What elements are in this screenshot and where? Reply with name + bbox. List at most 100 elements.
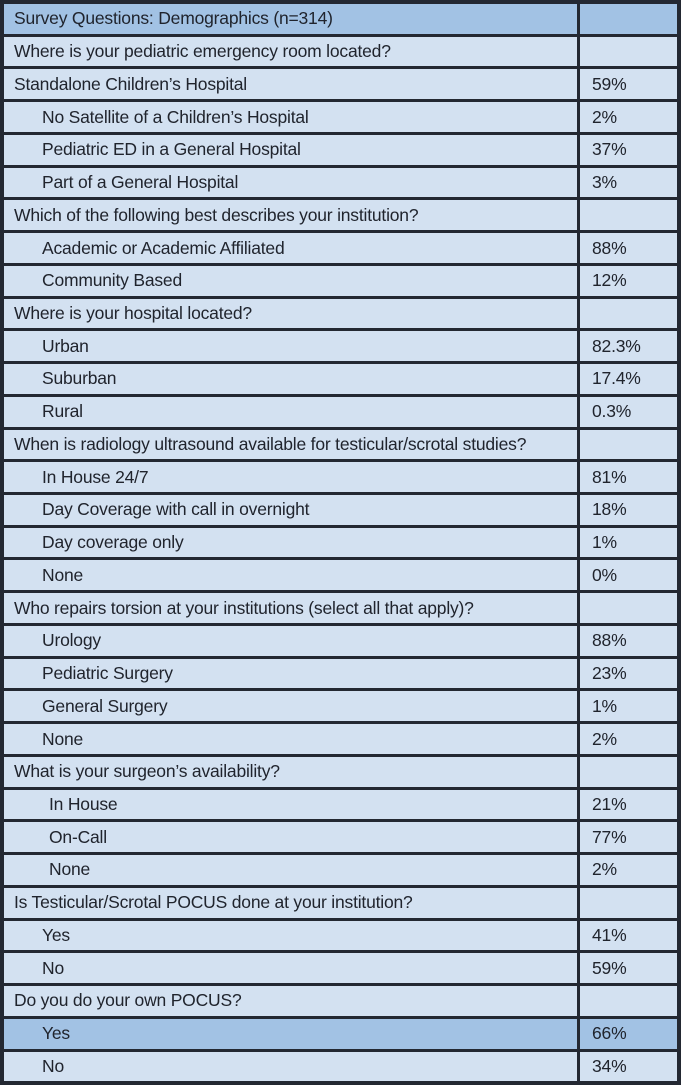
answer-row: Suburban 17.4% <box>4 361 677 394</box>
answer-row: On-Call 77% <box>4 819 677 853</box>
answer-row: Pediatric ED in a General Hospital 37% <box>4 131 677 165</box>
answer-row: None 2% <box>4 721 677 754</box>
answer-row: Yes 41% <box>4 917 677 951</box>
row-label: No Satellite of a Children’s Hospital <box>4 102 580 132</box>
row-value <box>580 593 677 623</box>
answer-row: Community Based 12% <box>4 262 677 296</box>
row-value: 21% <box>592 793 627 814</box>
question-row: Which of the following best describes yo… <box>4 197 677 231</box>
question-row: Is Testicular/Scrotal POCUS done at your… <box>4 884 677 918</box>
row-label: None <box>4 560 580 591</box>
row-value: 2% <box>592 106 617 127</box>
row-value: 59% <box>592 73 627 94</box>
row-label: Academic or Academic Affiliated <box>4 233 580 263</box>
row-value: 77% <box>592 826 627 847</box>
row-label: Rural <box>4 396 580 427</box>
row-value <box>580 37 677 67</box>
row-value: 0.3% <box>592 401 632 422</box>
answer-row: Standalone Children’s Hospital 59% <box>4 66 677 100</box>
question-row: Where is your pediatric emergency room l… <box>4 33 677 67</box>
question-row: Do you do your own POCUS? <box>4 983 677 1016</box>
row-label: Day coverage only <box>4 527 580 558</box>
answer-row: In House 24/7 81% <box>4 459 677 493</box>
row-label: On-Call <box>4 822 580 853</box>
answer-row: General Surgery 1% <box>4 688 677 722</box>
row-value: 3% <box>592 172 617 193</box>
row-label: Standalone Children’s Hospital <box>4 69 580 100</box>
answer-row: Academic or Academic Affiliated 88% <box>4 230 677 263</box>
question-row: When is radiology ultrasound available f… <box>4 426 677 460</box>
answer-row: Rural 0.3% <box>4 393 677 427</box>
row-value <box>580 299 677 329</box>
row-label: Is Testicular/Scrotal POCUS done at your… <box>4 887 580 918</box>
row-value: 17.4% <box>592 368 641 389</box>
row-value: 37% <box>592 139 627 160</box>
question-row: Who repairs torsion at your institutions… <box>4 590 677 623</box>
row-label: Which of the following best describes yo… <box>4 200 580 231</box>
row-label: Yes <box>4 1018 580 1049</box>
answer-row: Pediatric Surgery 23% <box>4 655 677 689</box>
question-row: What is your surgeon’s availability? <box>4 753 677 787</box>
answer-row: None 0% <box>4 557 677 591</box>
answer-row: Yes 66% <box>4 1015 677 1049</box>
row-label: Pediatric ED in a General Hospital <box>4 134 580 165</box>
answer-row: No 59% <box>4 950 677 984</box>
row-value <box>580 986 677 1016</box>
answer-row: Day Coverage with call in overnight 18% <box>4 492 677 525</box>
row-value: 0% <box>592 564 617 585</box>
row-label: When is radiology ultrasound available f… <box>4 429 580 460</box>
row-label: In House <box>4 789 580 820</box>
row-label: Yes <box>4 920 580 951</box>
row-value <box>580 430 677 460</box>
row-label: Who repairs torsion at your institutions… <box>4 593 580 623</box>
row-label: No <box>4 1051 580 1082</box>
row-value: 88% <box>592 630 627 651</box>
row-value: 59% <box>592 957 627 978</box>
row-value: 41% <box>592 924 627 945</box>
row-value <box>580 200 677 230</box>
row-label: None <box>4 855 580 885</box>
row-value <box>580 757 677 787</box>
row-label: Urban <box>4 331 580 362</box>
row-value: 23% <box>592 663 627 684</box>
answer-row: No 34% <box>4 1048 677 1082</box>
row-label: Urology <box>4 625 580 656</box>
row-label: Part of a General Hospital <box>4 167 580 198</box>
row-value: 81% <box>592 466 627 487</box>
row-value: 2% <box>592 728 617 749</box>
answer-row: In House 21% <box>4 786 677 820</box>
row-value: 66% <box>592 1023 627 1044</box>
table-header-row: Survey Questions: Demographics (n=314) <box>4 4 677 34</box>
answer-row: Day coverage only 1% <box>4 524 677 558</box>
answer-row: Urology 88% <box>4 622 677 656</box>
answer-row: Part of a General Hospital 3% <box>4 164 677 198</box>
row-label: Day Coverage with call in overnight <box>4 495 580 525</box>
row-label: In House 24/7 <box>4 462 580 493</box>
row-value: 34% <box>592 1055 627 1076</box>
row-label: No <box>4 953 580 984</box>
row-label: Do you do your own POCUS? <box>4 986 580 1016</box>
row-label: Suburban <box>4 364 580 394</box>
question-row: Where is your hospital located? <box>4 295 677 329</box>
row-value: 88% <box>592 237 627 258</box>
row-value: 1% <box>592 695 617 716</box>
row-label: What is your surgeon’s availability? <box>4 756 580 787</box>
row-value: 1% <box>592 532 617 553</box>
answer-row: Urban 82.3% <box>4 328 677 362</box>
row-label: Pediatric Surgery <box>4 658 580 689</box>
table-title: Survey Questions: Demographics (n=314) <box>4 4 580 34</box>
answer-row: No Satellite of a Children’s Hospital 2% <box>4 99 677 132</box>
row-label: General Surgery <box>4 691 580 722</box>
row-label: Where is your pediatric emergency room l… <box>4 36 580 67</box>
row-value <box>580 4 677 34</box>
row-label: Where is your hospital located? <box>4 298 580 329</box>
row-label: None <box>4 724 580 754</box>
row-value: 82.3% <box>592 335 641 356</box>
row-value: 2% <box>592 859 617 880</box>
row-value: 12% <box>592 270 627 291</box>
row-value: 18% <box>592 499 627 520</box>
row-value <box>580 888 677 918</box>
answer-row: None 2% <box>4 852 677 885</box>
row-label: Community Based <box>4 265 580 296</box>
